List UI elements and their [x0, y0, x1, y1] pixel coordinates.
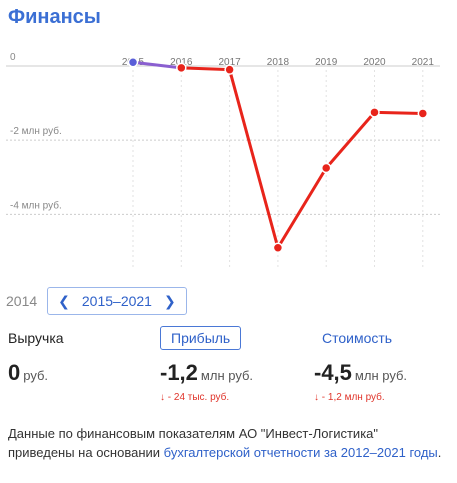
accounting-reports-link[interactable]: бухгалтерской отчетности за 2012–2021 го… — [163, 445, 438, 460]
chart-area: 0-2 млн руб.-4 млн руб.20152016201720182… — [6, 52, 440, 270]
metric-revenue-value-row: 0 руб. — [8, 360, 64, 386]
metric-revenue-unit: руб. — [23, 368, 49, 383]
chevron-right-icon[interactable]: ❯ — [163, 292, 176, 309]
series-segment-4 — [324, 110, 376, 170]
data-point-2015 — [127, 57, 139, 68]
data-point-2020 — [369, 107, 380, 118]
tab-profit[interactable]: Прибыль — [160, 326, 242, 350]
series-segment-3 — [276, 166, 328, 250]
metric-revenue: Выручка 0 руб. — [8, 326, 64, 386]
tab-cost[interactable]: Стоимость — [322, 330, 393, 346]
series-segment-0 — [131, 60, 183, 70]
metric-cost-value-row: -4,5 млн руб. — [314, 360, 407, 386]
metric-cost-value: -4,5 — [314, 360, 352, 385]
x-tick-label-3: 2018 — [267, 57, 290, 68]
x-tick-label-5: 2020 — [363, 57, 386, 68]
series-segment-1 — [179, 66, 232, 72]
previous-year-link[interactable]: 2014 — [6, 293, 38, 309]
metric-cost-unit: млн руб. — [354, 368, 408, 383]
metric-profit: Прибыль -1,2 млн руб. ↓ - 24 тыс. руб. — [160, 326, 253, 403]
period-label: 2015–2021 — [81, 293, 152, 309]
x-tick-label-2: 2017 — [218, 57, 241, 68]
note-text: Данные по финансовым показателям АО "Инв… — [8, 426, 379, 460]
data-point-2021 — [417, 108, 429, 119]
metric-profit-delta: ↓ - 24 тыс. руб. — [160, 392, 230, 403]
metric-profit-value-row: -1,2 млн руб. — [160, 360, 253, 386]
x-tick-label-4: 2019 — [315, 57, 338, 68]
metric-cost: Стоимость -4,5 млн руб. ↓ - 1,2 млн руб. — [314, 326, 407, 403]
y-tick-label-2: -4 млн руб. — [10, 199, 62, 211]
y-tick-label-0: 0 — [10, 52, 16, 63]
series-segment-2 — [228, 68, 280, 250]
section-title: Финансы — [8, 6, 101, 28]
series-segment-5 — [373, 110, 425, 115]
data-point-2017 — [224, 64, 235, 75]
metric-revenue-value: 0 — [8, 360, 21, 385]
data-point-2019 — [320, 162, 332, 174]
profit-line-chart: 0-2 млн руб.-4 млн руб.20152016201720182… — [6, 52, 440, 270]
x-tick-label-1: 2016 — [170, 57, 193, 68]
metric-profit-value: -1,2 — [160, 360, 198, 385]
chevron-left-icon[interactable]: ❮ — [58, 292, 70, 309]
metric-cost-delta: ↓ - 1,2 млн руб. — [314, 392, 385, 403]
data-source-note: Данные по финансовым показателям АО "Инв… — [8, 424, 448, 462]
metric-revenue-label: Выручка — [8, 330, 64, 346]
y-tick-label-1: -2 млн руб. — [10, 125, 62, 137]
period-switcher: ❮ 2015–2021 ❯ — [47, 287, 187, 315]
data-point-2016 — [176, 62, 187, 74]
metric-profit-unit: млн руб. — [200, 368, 254, 383]
period-selector: 2014 ❮ 2015–2021 ❯ — [6, 287, 187, 315]
x-tick-label-6: 2021 — [412, 57, 435, 68]
data-point-2018 — [272, 242, 284, 253]
note-end: . — [437, 445, 442, 460]
